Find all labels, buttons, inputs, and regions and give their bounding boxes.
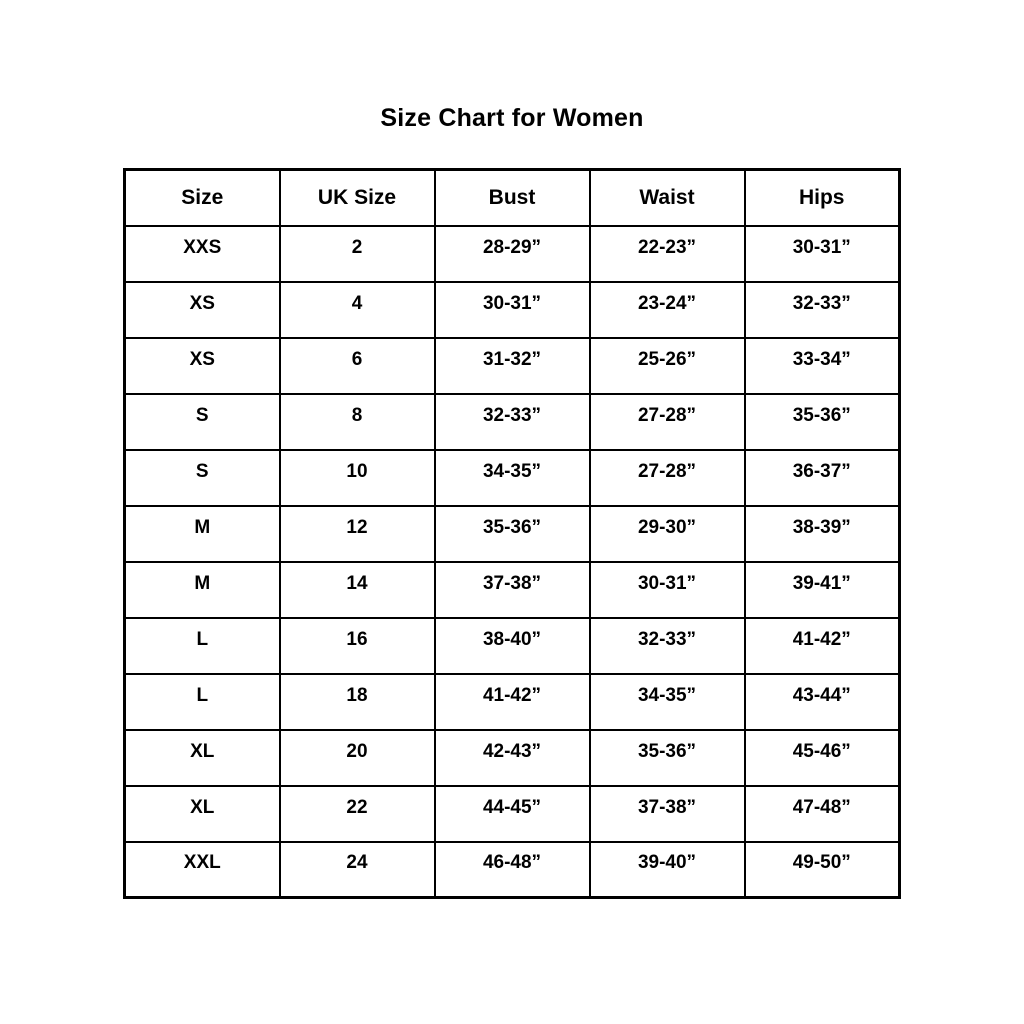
table-cell: 34-35” xyxy=(433,448,591,507)
table-row: L 18 41-42” 34-35” 43-44” xyxy=(123,672,901,731)
table-cell: 47-48” xyxy=(743,784,901,843)
table-row: S 8 32-33” 27-28” 35-36” xyxy=(123,392,901,451)
size-chart-table: Size UK Size Bust Waist Hips XXS 2 28-29” 22-23… xyxy=(123,168,901,899)
table-cell: 4 xyxy=(278,280,436,339)
table-cell: 32-33” xyxy=(743,280,901,339)
column-header-hips: Hips xyxy=(743,168,901,227)
table-cell: 30-31” xyxy=(433,280,591,339)
table-cell: 36-37” xyxy=(743,448,901,507)
table-cell: 14 xyxy=(278,560,436,619)
table-row: XS 4 30-31” 23-24” 32-33” xyxy=(123,280,901,339)
table-cell: 37-38” xyxy=(433,560,591,619)
table-cell: 6 xyxy=(278,336,436,395)
table-body: XXS 2 28-29” 22-23” 30-31” XS 4 30-31” 23-24” 32-… xyxy=(123,224,901,899)
table-cell: XS xyxy=(123,336,281,395)
table-cell: L xyxy=(123,672,281,731)
table-cell: 45-46” xyxy=(743,728,901,787)
table-cell: 25-26” xyxy=(588,336,746,395)
table-cell: 35-36” xyxy=(433,504,591,563)
table-row: S 10 34-35” 27-28” 36-37” xyxy=(123,448,901,507)
table-header: Size UK Size Bust Waist Hips xyxy=(123,168,901,227)
table-cell: 16 xyxy=(278,616,436,675)
table-cell: 38-39” xyxy=(743,504,901,563)
table-cell: XL xyxy=(123,728,281,787)
table-cell: 44-45” xyxy=(433,784,591,843)
table-cell: 46-48” xyxy=(433,840,591,899)
table-cell: 35-36” xyxy=(743,392,901,451)
table-cell: 24 xyxy=(278,840,436,899)
table-row: M 12 35-36” 29-30” 38-39” xyxy=(123,504,901,563)
table-cell: 35-36” xyxy=(588,728,746,787)
page-title: Size Chart for Women xyxy=(380,104,644,132)
table-header-row: Size UK Size Bust Waist Hips xyxy=(123,168,901,227)
table-cell: XXS xyxy=(123,224,281,283)
table-cell: 37-38” xyxy=(588,784,746,843)
table-cell: 42-43” xyxy=(433,728,591,787)
table-cell: 10 xyxy=(278,448,436,507)
column-header-size: Size xyxy=(123,168,281,227)
table-cell: 18 xyxy=(278,672,436,731)
table-cell: L xyxy=(123,616,281,675)
table-cell: 41-42” xyxy=(743,616,901,675)
table-cell: 2 xyxy=(278,224,436,283)
table-cell: 20 xyxy=(278,728,436,787)
table-cell: 27-28” xyxy=(588,448,746,507)
table-cell: 29-30” xyxy=(588,504,746,563)
table-cell: XL xyxy=(123,784,281,843)
table-cell: S xyxy=(123,392,281,451)
table-cell: M xyxy=(123,504,281,563)
table-cell: 31-32” xyxy=(433,336,591,395)
table-row: XL 22 44-45” 37-38” 47-48” xyxy=(123,784,901,843)
column-header-bust: Bust xyxy=(433,168,591,227)
table-cell: 32-33” xyxy=(433,392,591,451)
table-cell: 38-40” xyxy=(433,616,591,675)
table-cell: 39-41” xyxy=(743,560,901,619)
table-cell: 39-40” xyxy=(588,840,746,899)
table-cell: 22-23” xyxy=(588,224,746,283)
table-row: XXS 2 28-29” 22-23” 30-31” xyxy=(123,224,901,283)
table-cell: XXL xyxy=(123,840,281,899)
table-cell: 33-34” xyxy=(743,336,901,395)
table-cell: 27-28” xyxy=(588,392,746,451)
table-cell: 43-44” xyxy=(743,672,901,731)
column-header-uk-size: UK Size xyxy=(278,168,436,227)
table-cell: 23-24” xyxy=(588,280,746,339)
column-header-waist: Waist xyxy=(588,168,746,227)
table-cell: 41-42” xyxy=(433,672,591,731)
table-cell: 34-35” xyxy=(588,672,746,731)
table-row: XXL 24 46-48” 39-40” 49-50” xyxy=(123,840,901,899)
table-row: L 16 38-40” 32-33” 41-42” xyxy=(123,616,901,675)
table-cell: 12 xyxy=(278,504,436,563)
table-cell: S xyxy=(123,448,281,507)
table-row: XL 20 42-43” 35-36” 45-46” xyxy=(123,728,901,787)
table-row: XS 6 31-32” 25-26” 33-34” xyxy=(123,336,901,395)
table-cell: 30-31” xyxy=(588,560,746,619)
table-cell: 22 xyxy=(278,784,436,843)
table-row: M 14 37-38” 30-31” 39-41” xyxy=(123,560,901,619)
table-cell: 32-33” xyxy=(588,616,746,675)
table-cell: 49-50” xyxy=(743,840,901,899)
table-cell: 30-31” xyxy=(743,224,901,283)
table-cell: XS xyxy=(123,280,281,339)
table-cell: M xyxy=(123,560,281,619)
table-cell: 28-29” xyxy=(433,224,591,283)
table-cell: 8 xyxy=(278,392,436,451)
